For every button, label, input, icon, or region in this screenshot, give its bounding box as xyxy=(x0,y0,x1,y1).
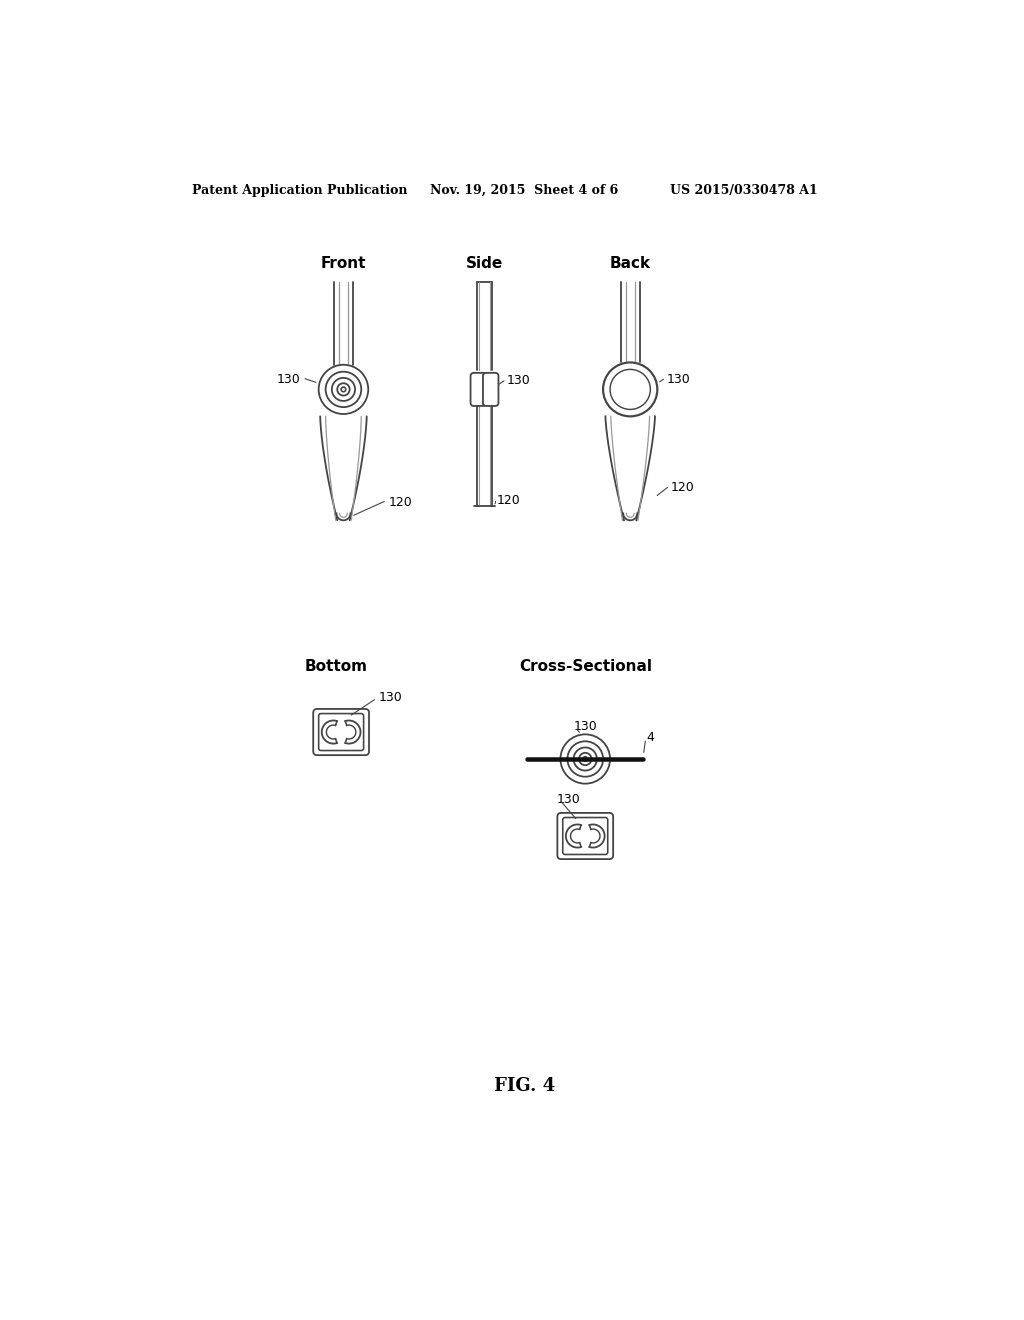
Text: Side: Side xyxy=(466,256,503,272)
Text: Cross-Sectional: Cross-Sectional xyxy=(519,659,651,675)
Text: 130: 130 xyxy=(573,721,597,733)
Text: Back: Back xyxy=(609,256,651,272)
Text: 130: 130 xyxy=(378,690,402,704)
Text: FIG. 4: FIG. 4 xyxy=(495,1077,555,1096)
Text: 130: 130 xyxy=(507,374,530,387)
FancyBboxPatch shape xyxy=(313,709,369,755)
Text: 130: 130 xyxy=(276,372,300,385)
Text: US 2015/0330478 A1: US 2015/0330478 A1 xyxy=(671,185,818,197)
FancyBboxPatch shape xyxy=(557,813,613,859)
FancyBboxPatch shape xyxy=(563,817,607,854)
Circle shape xyxy=(603,363,657,416)
FancyBboxPatch shape xyxy=(483,372,499,407)
Text: 130: 130 xyxy=(667,372,690,385)
Circle shape xyxy=(610,370,650,409)
FancyBboxPatch shape xyxy=(471,372,486,407)
Text: Nov. 19, 2015  Sheet 4 of 6: Nov. 19, 2015 Sheet 4 of 6 xyxy=(430,185,618,197)
Text: Patent Application Publication: Patent Application Publication xyxy=(193,185,408,197)
Text: Front: Front xyxy=(321,256,367,272)
Text: Bottom: Bottom xyxy=(304,659,368,675)
Text: 130: 130 xyxy=(557,792,581,805)
FancyBboxPatch shape xyxy=(318,714,364,751)
Text: 4: 4 xyxy=(646,731,654,744)
Text: 120: 120 xyxy=(497,494,520,507)
Text: 120: 120 xyxy=(671,480,694,494)
Text: 120: 120 xyxy=(388,496,412,510)
